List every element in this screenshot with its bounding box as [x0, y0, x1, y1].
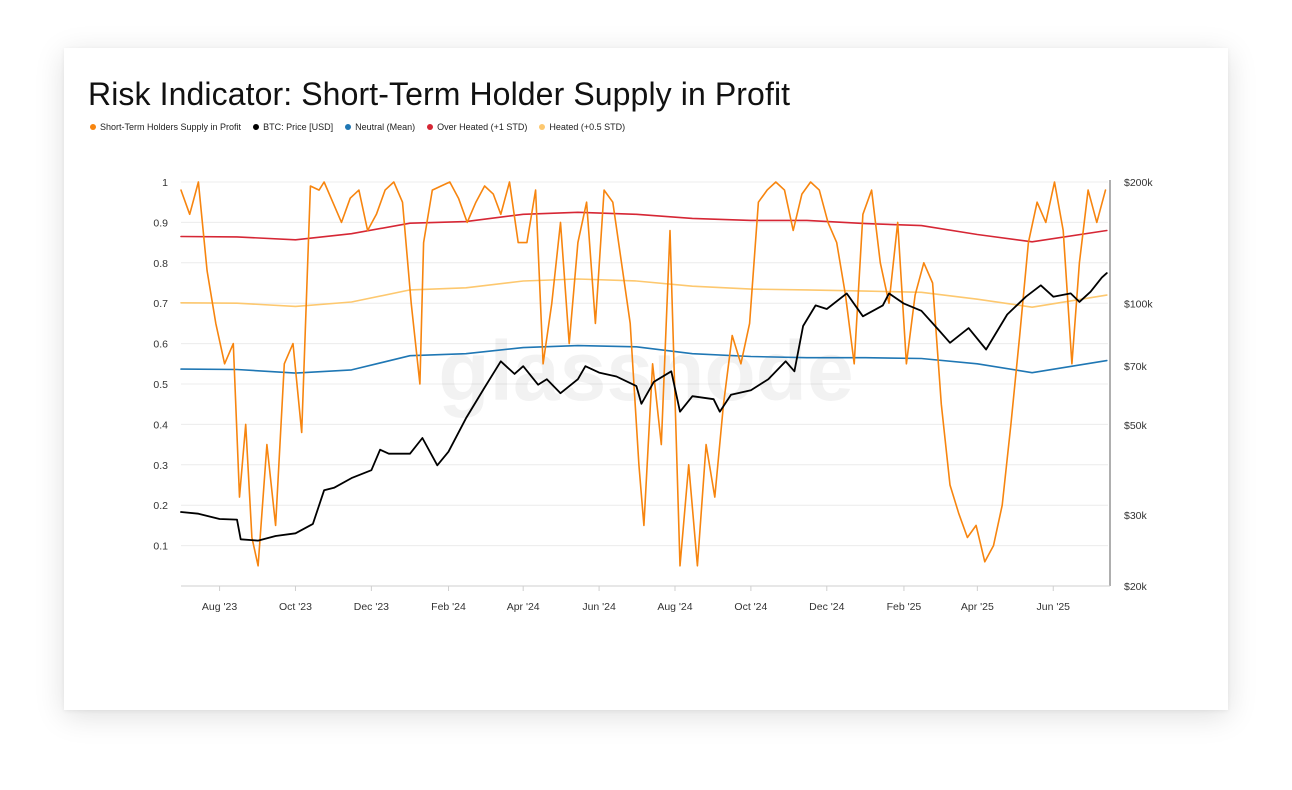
y-right-tick-label: $100k — [1124, 299, 1153, 311]
y-right-tick-label: $200k — [1124, 177, 1153, 189]
y-left-tick-label: 0.9 — [153, 217, 168, 229]
chart-card: Risk Indicator: Short-Term Holder Supply… — [64, 48, 1228, 710]
legend-label-supply: Short-Term Holders Supply in Profit — [100, 122, 242, 132]
y-left-tick-label: 0.7 — [153, 298, 168, 310]
x-tick-label: Oct '23 — [279, 601, 312, 613]
y-left-tick-label: 0.4 — [153, 419, 168, 431]
y-left-tick-label: 0.6 — [153, 339, 168, 351]
series-line-over-heated — [180, 211, 1108, 243]
x-tick-label: Aug '23 — [202, 601, 237, 613]
series-line-price — [180, 272, 1108, 542]
legend-label-neutral: Neutral (Mean) — [355, 122, 416, 132]
x-tick-label: Aug '24 — [657, 601, 692, 613]
series-line-supply — [180, 181, 1107, 567]
x-tick-label: Jun '25 — [1036, 601, 1070, 613]
chart-title: Risk Indicator: Short-Term Holder Supply… — [88, 76, 791, 112]
y-left-tick-label: 0.2 — [153, 500, 168, 512]
legend-dot-heated — [539, 124, 546, 130]
y-left-tick-label: 0.1 — [153, 541, 168, 553]
y-right-tick-label: $70k — [1124, 361, 1148, 373]
legend-label-heated: Heated (+0.5 STD) — [549, 122, 626, 132]
watermark-logo: glassnode — [438, 324, 853, 418]
x-tick-label: Dec '23 — [354, 601, 389, 613]
legend-dot-neutral — [345, 124, 352, 130]
y-right-tick-label: $50k — [1124, 420, 1148, 432]
legend-item-neutral[interactable]: Neutral (Mean) — [345, 122, 415, 132]
legend-label-over-heated: Over Heated (+1 STD) — [437, 122, 528, 132]
legend-dot-price — [253, 124, 260, 130]
legend-item-heated[interactable]: Heated (+0.5 STD) — [539, 122, 625, 132]
legend-item-supply[interactable]: Short-Term Holders Supply in Profit — [90, 122, 241, 132]
x-tick-label: Apr '24 — [507, 601, 540, 613]
legend-item-over-heated[interactable]: Over Heated (+1 STD) — [427, 122, 527, 132]
y-right-tick-label: $30k — [1124, 510, 1148, 522]
y-left-tick-label: 0.8 — [153, 258, 168, 270]
legend-dot-supply — [90, 124, 96, 130]
y-right-tick-label: $20k — [1124, 581, 1148, 593]
legend-item-price[interactable]: BTC: Price [USD] — [253, 122, 333, 132]
y-left-tick-label: 1 — [162, 177, 168, 189]
x-tick-label: Oct '24 — [734, 601, 767, 613]
legend-label-price: BTC: Price [USD] — [263, 122, 334, 132]
y-left-tick-label: 0.5 — [153, 379, 168, 391]
legend-dot-over-heated — [427, 124, 434, 130]
series-layer — [180, 181, 1108, 567]
series-line-neutral — [180, 344, 1108, 374]
x-tick-label: Feb '24 — [431, 601, 466, 613]
chart-plot[interactable]: glassnode 0.1 0.2 0.3 0.4 0.5 0.6 0.7 0.8 0.9 1 $2… — [64, 48, 1228, 710]
x-tick-label: Dec '24 — [809, 601, 844, 613]
y-left-tick-label: 0.3 — [153, 460, 168, 472]
x-tick-label: Jun '24 — [582, 601, 616, 613]
series-line-heated — [180, 278, 1108, 308]
x-tick-label: Feb '25 — [887, 601, 922, 613]
axes: 0.1 0.2 0.3 0.4 0.5 0.6 0.7 0.8 0.9 1 $20k $30k $50k… — [153, 177, 1153, 613]
legend: Short-Term Holders Supply in Profit BTC:… — [90, 122, 637, 132]
x-tick-label: Apr '25 — [961, 601, 994, 613]
